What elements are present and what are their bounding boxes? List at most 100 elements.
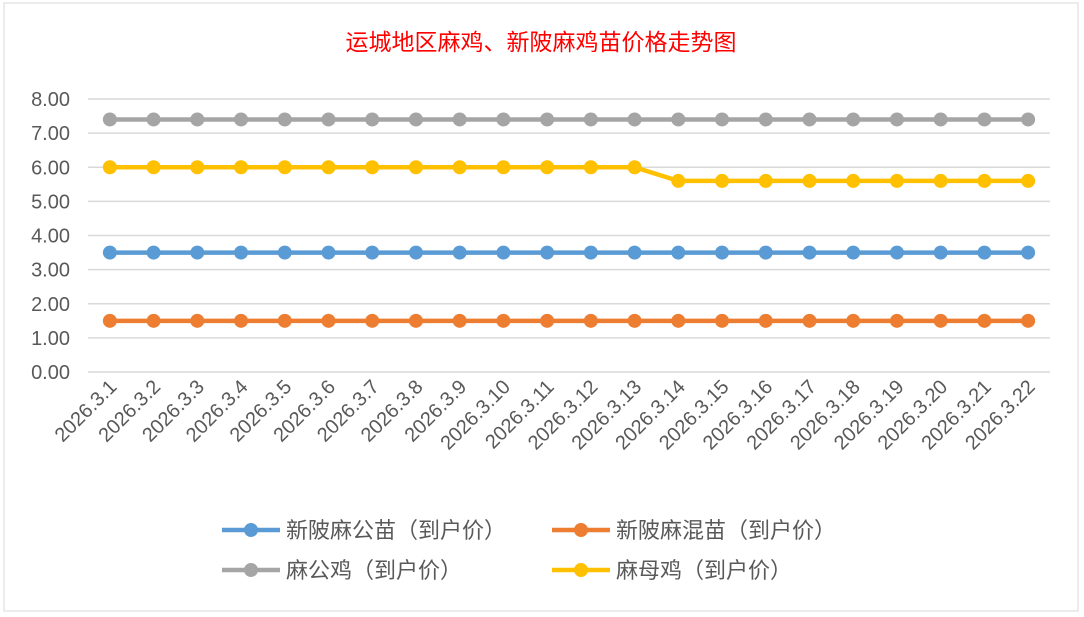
data-point	[452, 112, 467, 127]
data-point	[146, 245, 161, 260]
data-point	[715, 245, 730, 260]
data-point	[583, 112, 598, 127]
y-tick-label: 7.00	[31, 123, 70, 145]
data-point	[671, 313, 686, 328]
data-point	[408, 112, 423, 127]
data-point	[846, 173, 861, 188]
data-point	[933, 112, 948, 127]
data-point	[496, 160, 511, 175]
data-point	[365, 112, 380, 127]
data-point	[715, 112, 730, 127]
data-point	[540, 245, 555, 260]
data-point	[1021, 313, 1036, 328]
data-point	[583, 245, 598, 260]
data-point	[889, 245, 904, 260]
data-point	[1021, 245, 1036, 260]
data-point	[365, 160, 380, 175]
data-point	[889, 173, 904, 188]
data-point	[802, 245, 817, 260]
data-point	[496, 313, 511, 328]
data-point	[102, 160, 117, 175]
data-point	[321, 313, 336, 328]
data-point	[540, 112, 555, 127]
data-point	[627, 160, 642, 175]
data-point	[802, 313, 817, 328]
data-point	[190, 245, 205, 260]
data-point	[102, 313, 117, 328]
data-point	[758, 173, 773, 188]
legend-marker	[244, 523, 258, 537]
legend-label: 麻公鸡（到户价）	[286, 558, 462, 583]
legend-label: 麻母鸡（到户价）	[616, 558, 792, 583]
data-point	[540, 313, 555, 328]
data-point	[234, 313, 249, 328]
data-point	[146, 160, 161, 175]
data-point	[146, 112, 161, 127]
legend-marker	[574, 563, 588, 577]
y-tick-label: 3.00	[31, 260, 70, 282]
data-point	[452, 245, 467, 260]
chart-title: 运城地区麻鸡、新陂麻鸡苗价格走势图	[346, 30, 737, 56]
data-point	[452, 313, 467, 328]
data-point	[234, 245, 249, 260]
y-tick-label: 1.00	[31, 328, 70, 350]
data-point	[234, 112, 249, 127]
data-point	[583, 313, 598, 328]
data-point	[627, 112, 642, 127]
y-tick-label: 5.00	[31, 191, 70, 213]
series-line	[109, 165, 1029, 184]
data-point	[408, 313, 423, 328]
data-point	[540, 160, 555, 175]
legend-label: 新陂麻混苗（到户价）	[616, 518, 836, 543]
data-point	[321, 112, 336, 127]
data-point	[190, 313, 205, 328]
data-point	[889, 112, 904, 127]
chart-border	[3, 2, 1079, 612]
y-tick-label: 2.00	[31, 294, 70, 316]
data-point	[496, 112, 511, 127]
data-point	[583, 160, 598, 175]
data-point	[102, 112, 117, 127]
data-point	[846, 245, 861, 260]
legend-marker	[574, 523, 588, 537]
data-point	[715, 313, 730, 328]
data-point	[190, 160, 205, 175]
data-point	[190, 112, 205, 127]
data-point	[277, 313, 292, 328]
data-point	[802, 112, 817, 127]
data-point	[671, 245, 686, 260]
data-point	[234, 160, 249, 175]
data-point	[933, 173, 948, 188]
data-point	[671, 112, 686, 127]
data-point	[1021, 112, 1036, 127]
data-point	[627, 245, 642, 260]
data-point	[365, 313, 380, 328]
data-point	[889, 313, 904, 328]
data-point	[277, 245, 292, 260]
data-point	[496, 245, 511, 260]
data-point	[977, 173, 992, 188]
data-point	[933, 313, 948, 328]
legend-marker	[244, 563, 258, 577]
data-point	[102, 245, 117, 260]
legend-label: 新陂麻公苗（到户价）	[286, 518, 506, 543]
data-point	[146, 313, 161, 328]
y-tick-label: 0.00	[31, 362, 70, 384]
data-point	[277, 160, 292, 175]
data-point	[671, 173, 686, 188]
data-point	[365, 245, 380, 260]
data-point	[715, 173, 730, 188]
data-point	[277, 112, 292, 127]
y-tick-label: 6.00	[31, 157, 70, 179]
data-point	[758, 245, 773, 260]
y-tick-label: 4.00	[31, 226, 70, 248]
data-point	[452, 160, 467, 175]
data-point	[321, 160, 336, 175]
data-point	[408, 160, 423, 175]
data-point	[758, 313, 773, 328]
y-tick-label: 8.00	[31, 89, 70, 111]
data-point	[408, 245, 423, 260]
data-point	[977, 245, 992, 260]
data-point	[933, 245, 948, 260]
